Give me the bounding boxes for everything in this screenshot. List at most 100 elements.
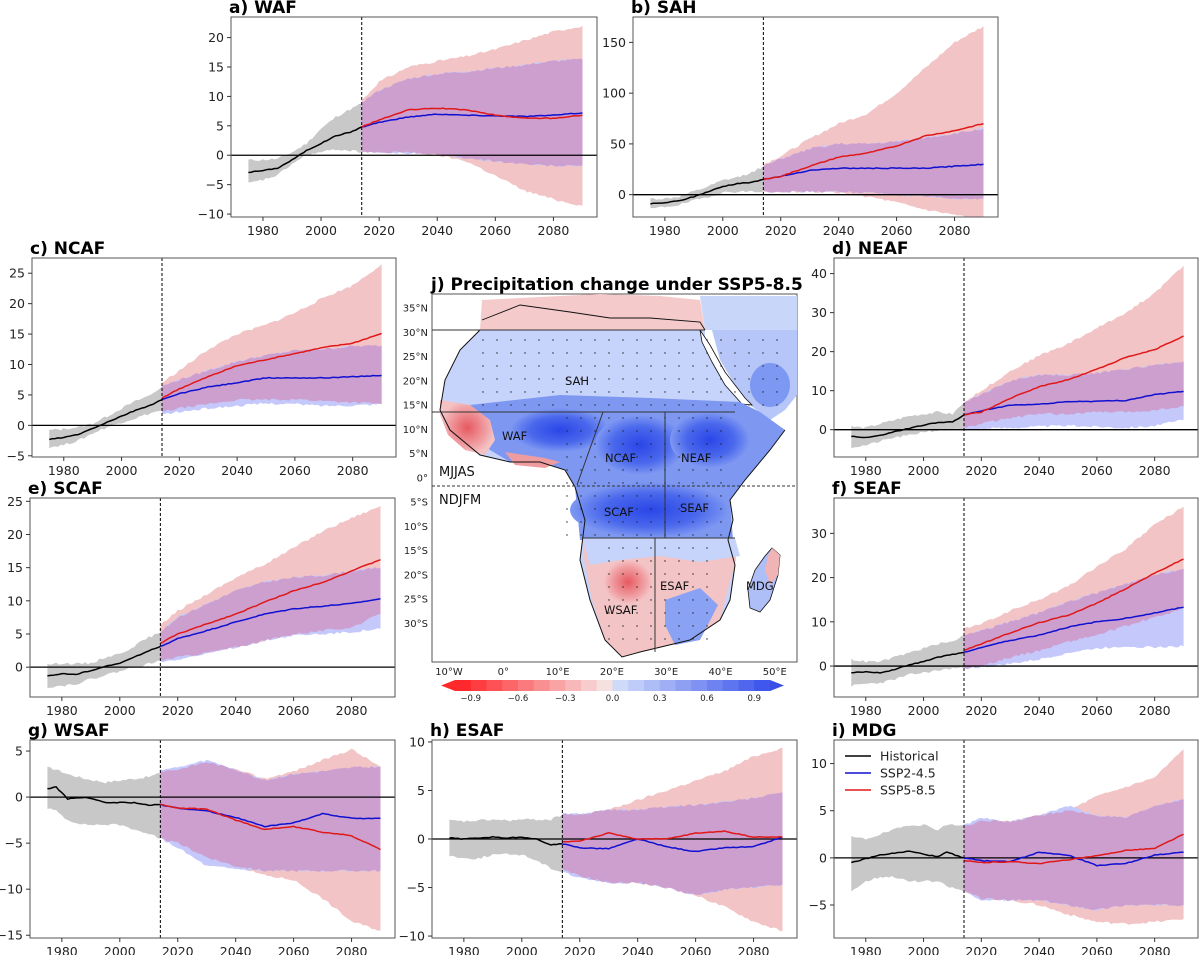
y-tick-label: 0 [819, 850, 827, 865]
x-tick-label: 2060 [278, 944, 310, 955]
x-tick-label: 2020 [965, 944, 997, 955]
legend: Historical SSP2-4.5 SSP5-8.5 [845, 749, 939, 798]
stipple-dot [762, 391, 764, 393]
line-historical [851, 651, 965, 674]
colorbar-segment [738, 680, 755, 691]
y-tick-label: 0 [417, 832, 425, 847]
y-tick-label: 50 [610, 136, 626, 151]
y-tick-label: −10 [0, 882, 23, 897]
stipple-dot [720, 417, 722, 419]
stipple-dot [664, 508, 666, 510]
stipple-dot [510, 378, 512, 380]
stipple-dot [580, 339, 582, 341]
stipple-dot [706, 378, 708, 380]
stipple-dot [720, 443, 722, 445]
stipple-dot [706, 547, 708, 549]
y-tick-label: 5 [819, 803, 827, 818]
stipple-dot [734, 391, 736, 393]
stipple-dot [664, 560, 666, 562]
colorbar: −0.9 −0.6 −0.3 0.0 0.3 0.6 0.9 [441, 680, 784, 704]
x-tick-label: 2040 [823, 223, 855, 238]
line-ssp2-4-5 [763, 163, 984, 180]
x-tick-label: 2060 [1081, 463, 1113, 478]
stipple-dot [608, 391, 610, 393]
stipple-dot [664, 443, 666, 445]
stipple-dot [678, 534, 680, 536]
stipple-dot [622, 482, 624, 484]
stipple-dot [622, 469, 624, 471]
stipple-dot [650, 547, 652, 549]
y-tick-label: 0 [819, 422, 827, 437]
wsaf-dry-core [604, 560, 652, 604]
x-tick-label: 2000 [104, 703, 136, 718]
line-ssp5-8-5 [963, 335, 1184, 416]
lat-tick-label: 10°N [403, 425, 428, 436]
stipple-dot [748, 391, 750, 393]
stipple-dot [720, 404, 722, 406]
y-tick-label: 100 [602, 86, 626, 101]
stipple-dot [538, 404, 540, 406]
stipple-dot [678, 560, 680, 562]
lat-tick-label: 25°N [403, 352, 428, 363]
stipple-dot [636, 378, 638, 380]
band-overlap [160, 762, 381, 872]
x-tick-label: 2040 [1023, 944, 1055, 955]
plot-frame [29, 739, 396, 939]
stipple-dot [608, 534, 610, 536]
plot-frame [833, 497, 1199, 698]
stipple-dot [594, 534, 596, 536]
line-historical [449, 835, 563, 846]
x-tick-label: 2040 [220, 703, 252, 718]
x-tick-label: 2020 [965, 703, 997, 718]
stipple-dot [678, 495, 680, 497]
x-tick-label: 2000 [305, 223, 337, 238]
stipple-dot [552, 365, 554, 367]
stipple-dot [678, 352, 680, 354]
stipple-dot [636, 560, 638, 562]
stipple-dot [608, 521, 610, 523]
stipple-dot [706, 469, 708, 471]
stipple-dot [706, 404, 708, 406]
stipple-dot [678, 339, 680, 341]
stipple-dot [594, 482, 596, 484]
colorbar-segment [707, 680, 724, 691]
stipple-dot [650, 612, 652, 614]
map-title: j) Precipitation change under SSP5-8.5 [430, 275, 803, 295]
stipple-dot [580, 521, 582, 523]
stipple-dot [692, 625, 694, 627]
colorbar-segment [533, 680, 550, 691]
stipple-dot [650, 534, 652, 536]
colorbar-segment [659, 680, 676, 691]
y-tick-label: 10 [7, 593, 23, 608]
stipple-dot [706, 482, 708, 484]
x-tick-label: 1980 [850, 944, 882, 955]
stipple-dot [664, 469, 666, 471]
stipple-dot [608, 495, 610, 497]
stipple-dot [664, 352, 666, 354]
y-tick-label: 10 [811, 383, 827, 398]
colorbar-segment [518, 680, 535, 691]
band-overlap [361, 58, 583, 167]
season-label-north: MJJAS [439, 465, 475, 480]
stipple-dot [748, 365, 750, 367]
band-historical [449, 814, 563, 872]
stipple-dot [664, 391, 666, 393]
stipple-dot [538, 378, 540, 380]
stipple-dot [734, 365, 736, 367]
stipple-dot [636, 404, 638, 406]
stipple-dot [692, 560, 694, 562]
band-historical [851, 635, 964, 687]
stipple-dot [622, 547, 624, 549]
stipple-dot [636, 573, 638, 575]
colorbar-tick-label: −0.9 [460, 694, 481, 704]
stipple-dot [636, 469, 638, 471]
stipple-dot [706, 560, 708, 562]
band-overlap [160, 567, 381, 661]
region-label-mdg: MDG [746, 579, 774, 593]
stipple-dot [776, 339, 778, 341]
stipple-dot [496, 352, 498, 354]
line-historical [47, 785, 161, 807]
y-tick-label: −5 [407, 880, 425, 895]
stipple-dot [706, 352, 708, 354]
stipple-dot [706, 339, 708, 341]
